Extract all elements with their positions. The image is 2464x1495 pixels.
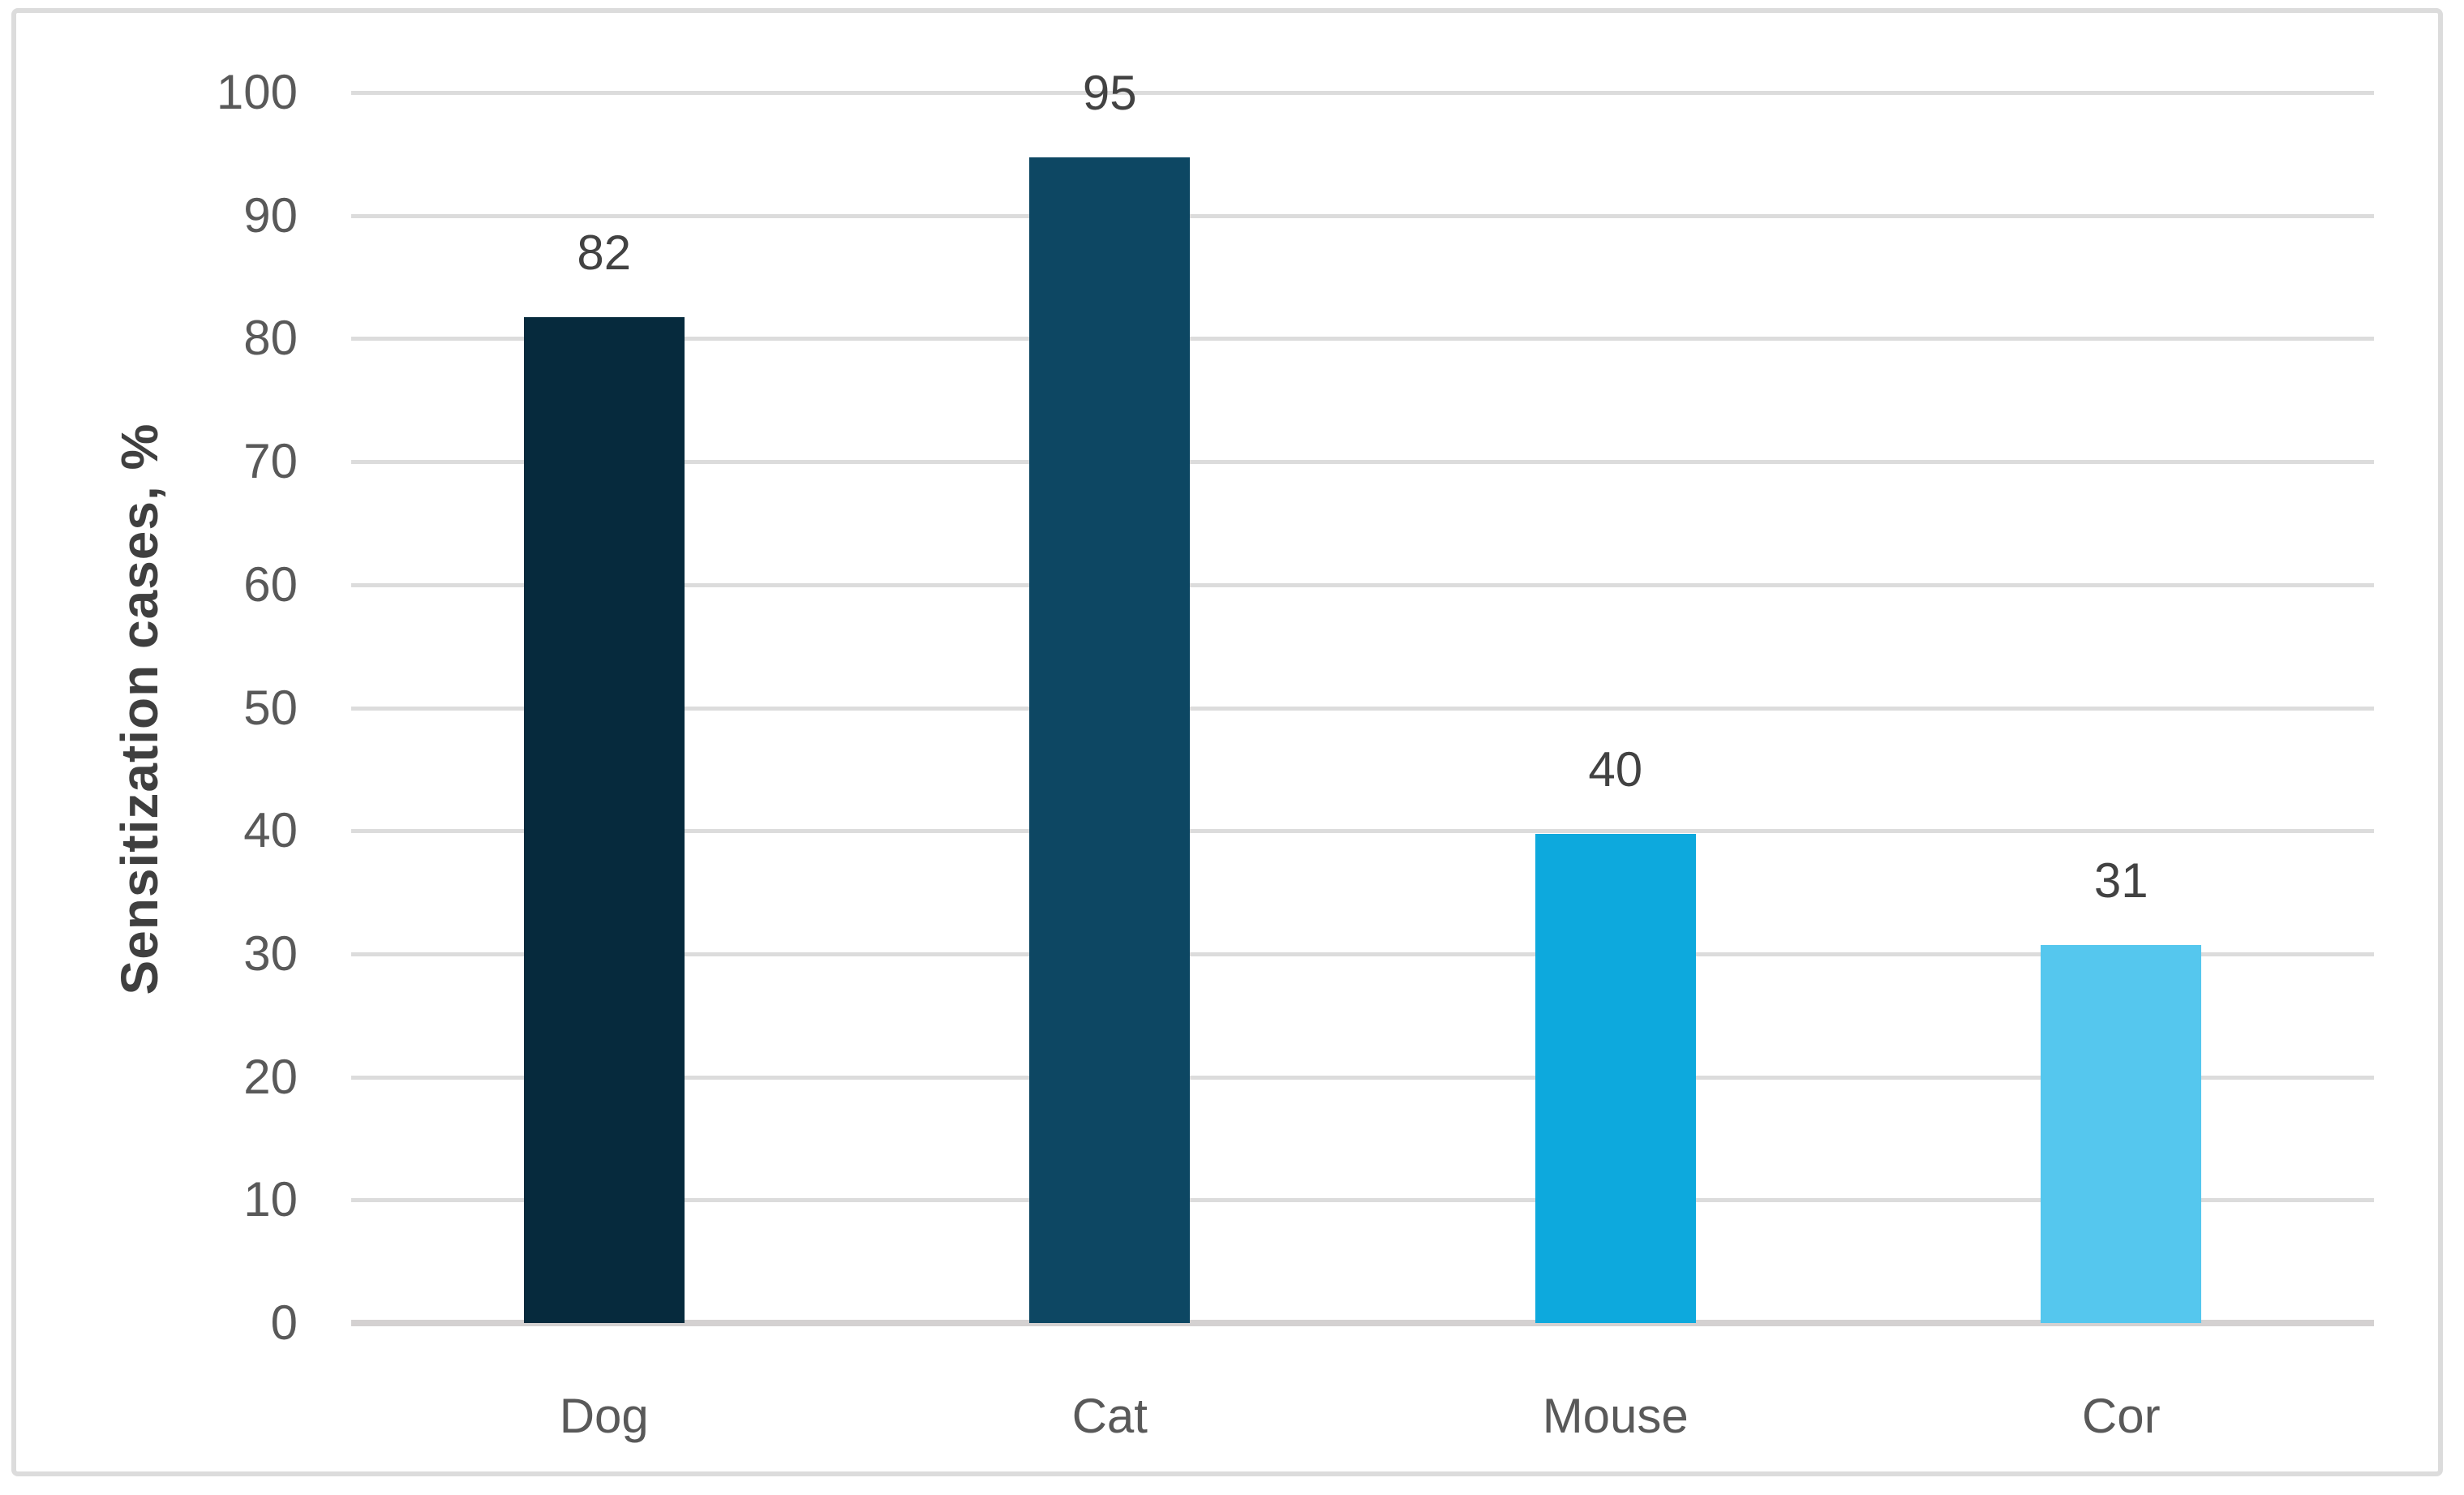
bar-value-label-cat: 95 <box>1082 65 1137 120</box>
category-label-dog: Dog <box>559 1389 649 1443</box>
bar-value-label-mouse: 40 <box>1588 742 1643 797</box>
gridline-100 <box>351 91 2374 95</box>
gridline-80 <box>351 337 2374 342</box>
bar-cat <box>1029 157 1191 1323</box>
bar-dog <box>523 317 685 1323</box>
y-tick-label-100: 100 <box>216 65 298 119</box>
y-tick-label-30: 30 <box>243 926 298 981</box>
y-tick-label-90: 90 <box>243 187 298 243</box>
bar-cor <box>2041 944 2202 1323</box>
gridline-70 <box>351 460 2374 465</box>
y-tick-label-10: 10 <box>243 1172 298 1227</box>
x-axis-line <box>351 1320 2374 1326</box>
gridline-10 <box>351 1198 2374 1203</box>
category-label-mouse: Mouse <box>1542 1389 1689 1443</box>
gridline-30 <box>351 952 2374 956</box>
gridline-60 <box>351 582 2374 587</box>
gridline-40 <box>351 829 2374 834</box>
y-tick-label-0: 0 <box>270 1295 298 1350</box>
gridline-90 <box>351 213 2374 218</box>
gridline-20 <box>351 1075 2374 1080</box>
category-label-cor: Cor <box>2081 1389 2161 1443</box>
gridline-50 <box>351 706 2374 711</box>
y-tick-label-40: 40 <box>243 803 298 858</box>
y-tick-label-60: 60 <box>243 556 298 612</box>
bar-value-label-dog: 82 <box>577 226 632 281</box>
plot-area <box>351 91 2374 1326</box>
category-label-cat: Cat <box>1071 1389 1148 1443</box>
bar-mouse <box>1535 834 1696 1323</box>
y-tick-label-80: 80 <box>243 311 298 366</box>
y-tick-label-50: 50 <box>243 680 298 735</box>
bar-value-label-cor: 31 <box>2093 853 2148 908</box>
y-tick-label-70: 70 <box>243 434 298 489</box>
y-tick-label-20: 20 <box>243 1049 298 1104</box>
chart-frame-border <box>11 8 2443 1476</box>
